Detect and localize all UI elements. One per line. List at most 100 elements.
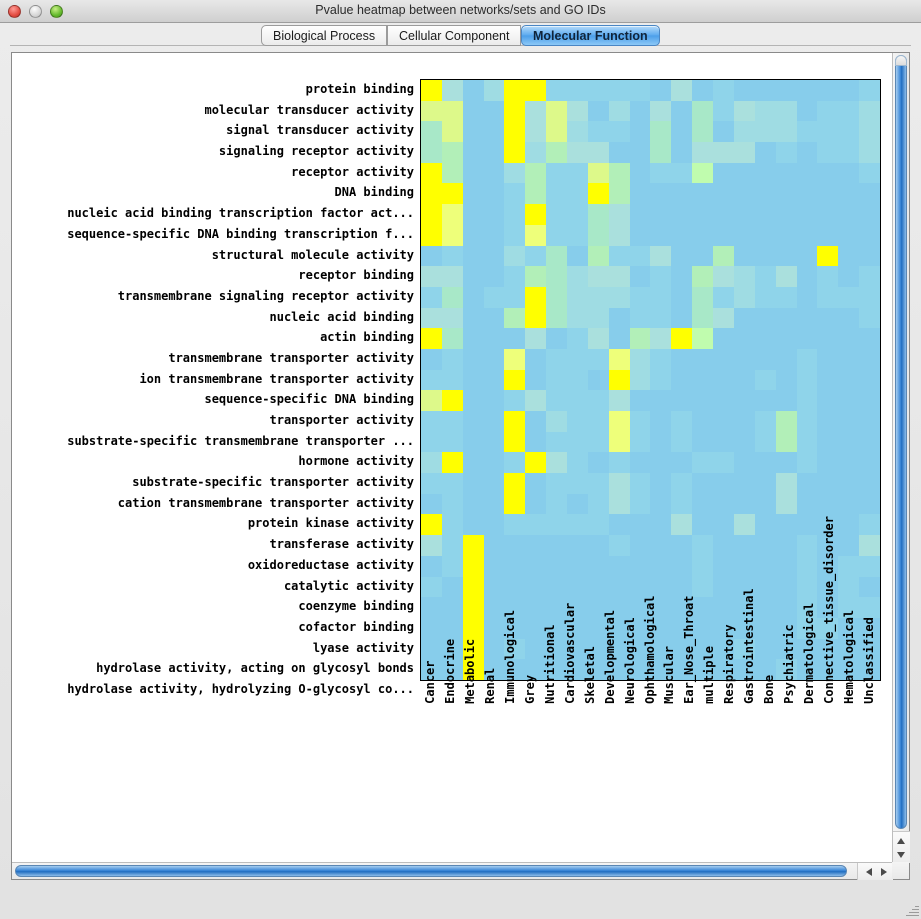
heatmap-cell[interactable]	[796, 411, 818, 432]
heatmap-cell[interactable]	[775, 659, 797, 680]
heatmap-cell[interactable]	[567, 307, 588, 329]
heatmap-cell[interactable]	[587, 659, 609, 680]
heatmap-cell[interactable]	[838, 390, 860, 412]
heatmap-cell[interactable]	[629, 493, 651, 515]
heatmap-cell[interactable]	[567, 142, 588, 163]
heatmap-cell[interactable]	[713, 162, 734, 184]
heatmap-cell[interactable]	[754, 659, 776, 680]
heatmap-cell[interactable]	[713, 597, 734, 618]
heatmap-cell[interactable]	[671, 390, 693, 412]
heatmap-cell[interactable]	[733, 224, 755, 246]
heatmap-cell[interactable]	[775, 390, 797, 412]
heatmap-cell[interactable]	[713, 224, 734, 246]
heatmap-cell[interactable]	[692, 142, 714, 163]
heatmap-cell[interactable]	[713, 245, 734, 267]
heatmap-cell[interactable]	[817, 369, 839, 391]
heatmap-cell[interactable]	[462, 597, 484, 618]
heatmap-cell[interactable]	[733, 617, 755, 639]
heatmap-cell[interactable]	[525, 224, 547, 246]
heatmap-cell[interactable]	[754, 286, 776, 308]
heatmap-cell[interactable]	[504, 348, 526, 370]
heatmap-cell[interactable]	[504, 390, 526, 412]
heatmap-cell[interactable]	[525, 100, 547, 122]
heatmap-cell[interactable]	[650, 535, 672, 556]
heatmap-cell[interactable]	[441, 493, 463, 515]
heatmap-cell[interactable]	[525, 328, 547, 349]
heatmap-cell[interactable]	[462, 80, 484, 101]
heatmap-cell[interactable]	[483, 659, 505, 680]
heatmap-cell[interactable]	[608, 555, 630, 577]
heatmap-cell[interactable]	[546, 411, 568, 432]
heatmap-cell[interactable]	[650, 369, 672, 391]
heatmap-cell[interactable]	[421, 617, 442, 639]
heatmap-cell[interactable]	[504, 597, 526, 618]
heatmap-cell[interactable]	[692, 638, 714, 660]
heatmap-cell[interactable]	[692, 514, 714, 536]
heatmap-cell[interactable]	[441, 514, 463, 536]
heatmap-cell[interactable]	[754, 266, 776, 287]
heatmap-cell[interactable]	[775, 142, 797, 163]
vertical-scrollbar[interactable]	[892, 53, 910, 863]
heatmap-cell[interactable]	[567, 452, 588, 474]
heatmap-cell[interactable]	[713, 286, 734, 308]
heatmap-cell[interactable]	[754, 369, 776, 391]
heatmap-cell[interactable]	[567, 286, 588, 308]
heatmap-cell[interactable]	[608, 328, 630, 349]
heatmap-cell[interactable]	[421, 390, 442, 412]
heatmap-cell[interactable]	[796, 638, 818, 660]
heatmap-cell[interactable]	[629, 369, 651, 391]
heatmap-cell[interactable]	[859, 328, 880, 349]
heatmap-cell[interactable]	[692, 348, 714, 370]
heatmap-cell[interactable]	[817, 100, 839, 122]
heatmap-cell[interactable]	[546, 535, 568, 556]
tab-cellular-component[interactable]: Cellular Component	[387, 25, 522, 46]
heatmap-cell[interactable]	[421, 514, 442, 536]
heatmap-cell[interactable]	[483, 638, 505, 660]
heatmap-cell[interactable]	[525, 659, 547, 680]
heatmap-cell[interactable]	[504, 514, 526, 536]
heatmap-cell[interactable]	[629, 555, 651, 577]
heatmap-cell[interactable]	[567, 411, 588, 432]
heatmap-cell[interactable]	[796, 452, 818, 474]
heatmap-cell[interactable]	[608, 493, 630, 515]
heatmap-cell[interactable]	[587, 348, 609, 370]
heatmap-cell[interactable]	[838, 121, 860, 143]
heatmap-cell[interactable]	[796, 121, 818, 143]
heatmap-cell[interactable]	[817, 121, 839, 143]
heatmap-cell[interactable]	[713, 617, 734, 639]
heatmap-cell[interactable]	[504, 286, 526, 308]
heatmap-cell[interactable]	[608, 307, 630, 329]
heatmap-cell[interactable]	[441, 348, 463, 370]
scroll-left-icon[interactable]	[866, 867, 872, 876]
heatmap-cell[interactable]	[483, 245, 505, 267]
heatmap-cell[interactable]	[754, 452, 776, 474]
heatmap-cell[interactable]	[650, 80, 672, 101]
heatmap-cell[interactable]	[483, 224, 505, 246]
heatmap-cell[interactable]	[796, 659, 818, 680]
heatmap-cell[interactable]	[650, 348, 672, 370]
heatmap-cell[interactable]	[754, 162, 776, 184]
heatmap-cell[interactable]	[859, 597, 880, 618]
heatmap-cell[interactable]	[859, 183, 880, 205]
heatmap-cell[interactable]	[754, 204, 776, 225]
heatmap-cell[interactable]	[587, 245, 609, 267]
heatmap-cell[interactable]	[650, 121, 672, 143]
heatmap-cell[interactable]	[462, 328, 484, 349]
heatmap-cell[interactable]	[525, 411, 547, 432]
heatmap-cell[interactable]	[462, 348, 484, 370]
heatmap-cell[interactable]	[608, 597, 630, 618]
heatmap-cell[interactable]	[650, 307, 672, 329]
heatmap-cell[interactable]	[629, 80, 651, 101]
heatmap-cell[interactable]	[754, 431, 776, 453]
heatmap-cell[interactable]	[462, 411, 484, 432]
heatmap-cell[interactable]	[796, 100, 818, 122]
heatmap-cell[interactable]	[713, 390, 734, 412]
heatmap-cell[interactable]	[504, 266, 526, 287]
heatmap-cell[interactable]	[525, 286, 547, 308]
heatmap-cell[interactable]	[546, 245, 568, 267]
heatmap-cell[interactable]	[483, 473, 505, 494]
heatmap-cell[interactable]	[754, 80, 776, 101]
heatmap-cell[interactable]	[838, 307, 860, 329]
heatmap-cell[interactable]	[859, 245, 880, 267]
heatmap-cell[interactable]	[713, 183, 734, 205]
